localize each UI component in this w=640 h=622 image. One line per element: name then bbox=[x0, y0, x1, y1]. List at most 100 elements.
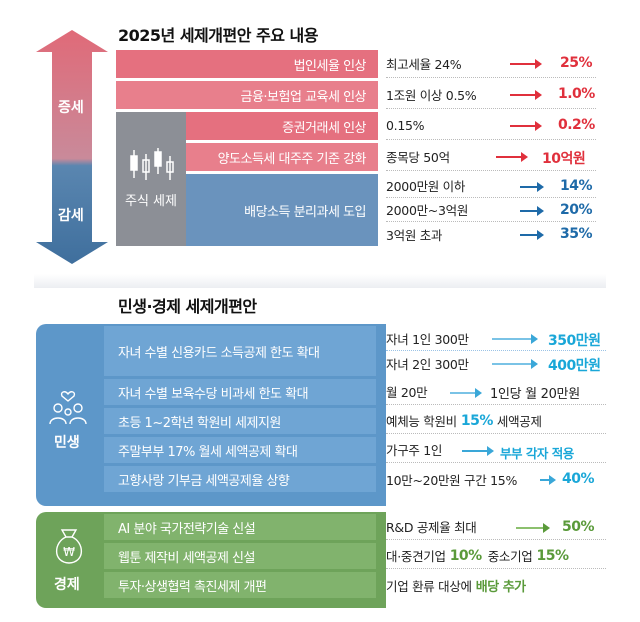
result-text: 15% bbox=[536, 547, 570, 564]
row-label: 양도소득세 대주주 기준 강화 bbox=[217, 151, 367, 167]
row-label: 주말부부 17% 월세 세액공제 확대 bbox=[118, 444, 298, 460]
row-label: 법인세율 인상 bbox=[293, 58, 367, 74]
increase-label: 증세 bbox=[58, 100, 84, 116]
value-dividend-1: 2000만~3억원 bbox=[386, 198, 596, 222]
row-credit-card: 자녀 수별 신용카드 소득공제 한도 확대 bbox=[104, 326, 376, 376]
result-credit-1: 400만원 bbox=[548, 358, 601, 374]
section-divider bbox=[34, 274, 606, 288]
arrow-icon bbox=[462, 446, 494, 456]
row-academy: 초등 1~2학년 학원비 세제지원 bbox=[104, 408, 376, 434]
result-weekend: 부부 각자 적용 bbox=[500, 446, 574, 461]
result-row-2: 0.2% bbox=[558, 117, 595, 133]
row-corporate-tax: 법인세율 인상 bbox=[116, 50, 378, 78]
row-label: 증권거래세 인상 bbox=[282, 120, 366, 136]
result-text: 1인당 월 20만원 bbox=[490, 386, 580, 402]
arrow-icon bbox=[520, 230, 544, 240]
row-label: AI 분야 국가전략기술 신설 bbox=[118, 521, 256, 537]
money-bag-icon: ₩ bbox=[55, 529, 83, 564]
stock-tax-label: 주식 세제 bbox=[125, 194, 177, 209]
row-education-tax: 금융·보험업 교육세 인상 bbox=[116, 81, 378, 109]
row-securities-tax: 증권거래세 인상 bbox=[186, 112, 378, 140]
arrow-icon bbox=[520, 182, 544, 192]
livelihood-label: 민생 bbox=[54, 435, 80, 451]
section1-title: 2025년 세제개편안 주요 내용 bbox=[118, 26, 318, 45]
arrow-icon bbox=[520, 206, 544, 216]
value-text: 가구주 1인 bbox=[386, 443, 443, 458]
arrow-icon bbox=[492, 359, 538, 369]
result-childcare: 1인당 월 20만원 bbox=[490, 379, 580, 405]
row-childcare: 자녀 수별 보육수당 비과세 한도 확대 bbox=[104, 379, 376, 405]
increase-decrease-arrow bbox=[36, 30, 108, 264]
arrow-icon bbox=[510, 121, 542, 131]
value-ai: R&D 공제율 최대 bbox=[386, 514, 606, 540]
row-label: 금융·보험업 교육세 인상 bbox=[240, 89, 367, 105]
arrow-icon bbox=[516, 523, 550, 533]
arrow-icon bbox=[450, 388, 482, 398]
value-credit-0: 자녀 1인 300만 bbox=[386, 326, 606, 351]
result-text: 배당 추가 bbox=[475, 579, 526, 595]
result-row-0: 25% bbox=[560, 55, 593, 71]
value-investment: 기업 환류 대상에 배당 추가 bbox=[386, 572, 606, 598]
value-academy: 예체능 학원비 15% 세액공제 bbox=[386, 408, 606, 434]
value-webtoon: 대·중견기업 10% 중소기업 15% bbox=[386, 543, 606, 569]
arrow-icon bbox=[492, 334, 538, 344]
result-dividend-2: 35% bbox=[560, 226, 593, 242]
value-text: 2000만원 이하 bbox=[386, 179, 466, 194]
row-label: 투자·상생협력 촉진세제 개편 bbox=[118, 579, 267, 595]
value-weekend: 가구주 1인 bbox=[386, 437, 606, 463]
family-heart-icon bbox=[49, 391, 87, 425]
value-text: 1조원 이상 0.5% bbox=[386, 88, 477, 103]
value-row-3: 종목당 50억 bbox=[386, 143, 596, 171]
row-hometown-donation: 고향사랑 기부금 세액공제율 상향 bbox=[104, 466, 376, 492]
value-row-1: 1조원 이상 0.5% bbox=[386, 81, 596, 109]
value-donation: 10만~20만원 구간 15% bbox=[386, 466, 606, 492]
economy-label: 경제 bbox=[54, 577, 80, 593]
arrow-icon bbox=[510, 90, 542, 100]
value-text: 종목당 50억 bbox=[386, 150, 450, 165]
value-text: 자녀 1인 300만 bbox=[386, 331, 469, 347]
row-label: 배당소득 분리과세 도입 bbox=[244, 204, 366, 220]
result-dividend-0: 14% bbox=[560, 178, 593, 194]
value-text: 3억원 초과 bbox=[386, 227, 443, 243]
arrow-icon bbox=[496, 152, 528, 162]
value-dividend-2: 3억원 초과 bbox=[386, 222, 596, 246]
result-credit-0: 350만원 bbox=[548, 333, 601, 349]
row-webtoon: 웹툰 제작비 세액공제 신설 bbox=[104, 543, 376, 569]
row-label: 자녀 수별 보육수당 비과세 한도 확대 bbox=[118, 386, 309, 402]
row-label: 자녀 수별 신용카드 소득공제 한도 확대 bbox=[118, 345, 320, 361]
result-text: 15% bbox=[460, 412, 494, 429]
row-ai: AI 분야 국가전략기술 신설 bbox=[104, 514, 376, 540]
row-investment: 투자·상생협력 촉진세제 개편 bbox=[104, 572, 376, 598]
stock-tax-block: 주식 세제 bbox=[116, 112, 186, 246]
result-row-1: 1.0% bbox=[558, 86, 595, 102]
value-dividend-0: 2000만원 이하 bbox=[386, 174, 596, 198]
value-credit-1: 자녀 2인 300만 bbox=[386, 351, 606, 376]
value-text: 중소기업 bbox=[487, 549, 533, 564]
value-text: 예체능 학원비 bbox=[386, 414, 457, 429]
value-text: 월 20만 bbox=[386, 385, 428, 400]
value-childcare: 월 20만 bbox=[386, 379, 606, 405]
result-row-3: 10억원 bbox=[542, 151, 586, 167]
value-text: 대·중견기업 bbox=[386, 549, 446, 564]
value-text: 최고세율 24% bbox=[386, 57, 462, 72]
row-label: 웹툰 제작비 세액공제 신설 bbox=[118, 550, 255, 566]
decrease-label: 감세 bbox=[58, 208, 84, 224]
value-text: 10만~20만원 구간 15% bbox=[386, 472, 518, 488]
tail-text: 세액공제 bbox=[496, 414, 542, 429]
result-ai: 50% bbox=[562, 519, 595, 535]
section2-title: 민생·경제 세제개편안 bbox=[118, 297, 257, 316]
row-weekend-couple: 주말부부 17% 월세 세액공제 확대 bbox=[104, 437, 376, 463]
value-text: 기업 환류 대상에 bbox=[386, 578, 472, 594]
arrow-icon bbox=[510, 59, 542, 69]
arrow-icon bbox=[540, 475, 556, 485]
value-row-0: 최고세율 24% bbox=[386, 50, 596, 78]
candlestick-icon bbox=[130, 148, 174, 180]
row-capital-gains-tax: 양도소득세 대주주 기준 강화 bbox=[186, 143, 378, 171]
row-dividend-tax: 배당소득 분리과세 도입 bbox=[186, 174, 378, 246]
value-row-2: 0.15% bbox=[386, 112, 596, 140]
row-label: 초등 1~2학년 학원비 세제지원 bbox=[118, 415, 281, 431]
value-text: R&D 공제율 최대 bbox=[386, 520, 477, 535]
value-text: 2000만~3억원 bbox=[386, 203, 469, 218]
svg-text:₩: ₩ bbox=[63, 545, 75, 559]
result-dividend-1: 20% bbox=[560, 202, 593, 218]
